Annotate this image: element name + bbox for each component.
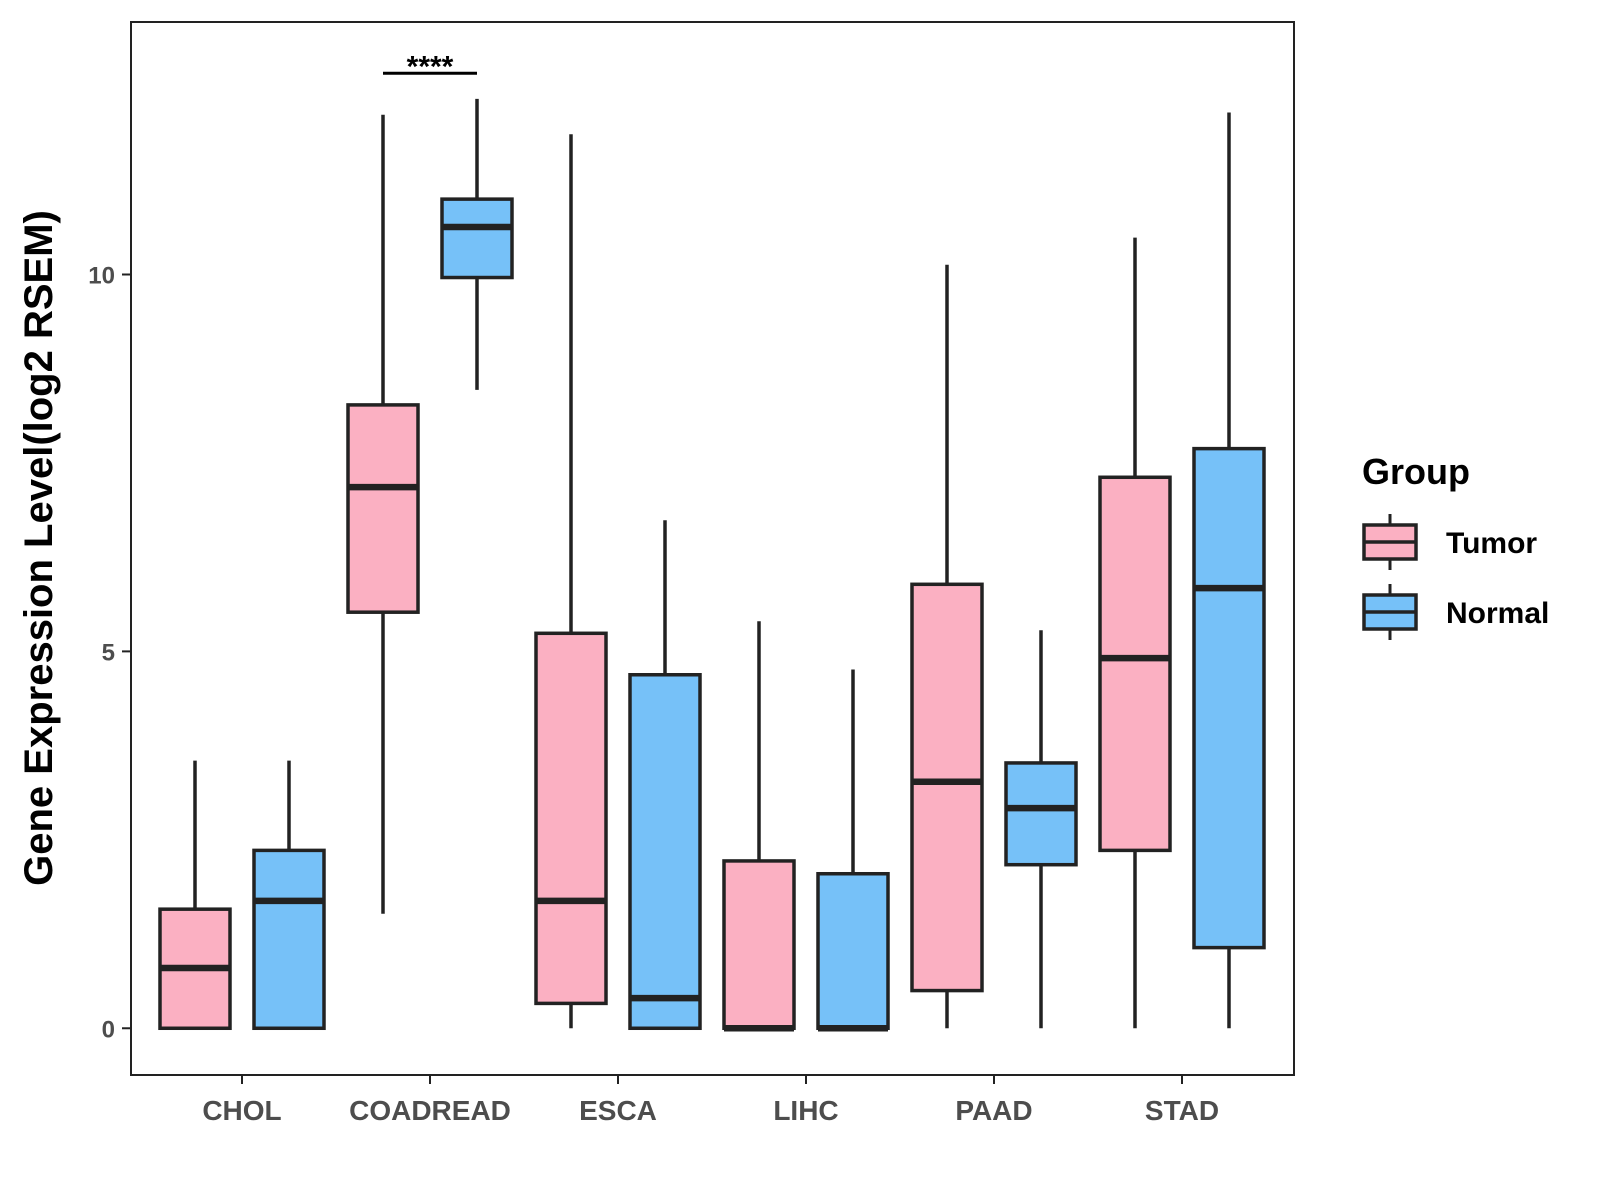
box-chol-tumor	[158, 760, 232, 1031]
y-axis: 0 5 10	[88, 263, 131, 1043]
box-iqr	[910, 582, 984, 993]
box-paad-normal	[1004, 630, 1078, 1029]
box-iqr	[534, 631, 608, 1006]
box-paad-tumor	[910, 264, 984, 1029]
box-iqr	[1004, 761, 1078, 867]
y-tick-label: 5	[102, 639, 115, 666]
box-coadread-tumor	[346, 114, 420, 914]
y-tick-label: 0	[102, 1016, 115, 1043]
x-tick-label: COADREAD	[349, 1095, 511, 1126]
box-esca-tumor	[534, 134, 608, 1029]
box-stad-tumor	[1098, 237, 1172, 1029]
legend: Group Tumor Normal	[1362, 451, 1549, 640]
x-tick-label: PAAD	[955, 1095, 1032, 1126]
legend-label: Normal	[1446, 597, 1549, 630]
x-tick-label: CHOL	[202, 1095, 281, 1126]
annotations-layer: ****	[383, 50, 477, 83]
plot-panel-border	[130, 21, 1295, 1076]
box-iqr	[1098, 475, 1172, 853]
box-iqr	[440, 197, 514, 280]
legend-label: Tumor	[1446, 527, 1537, 560]
x-tick-label: STAD	[1145, 1095, 1219, 1126]
box-iqr	[628, 673, 702, 1031]
box-esca-normal	[628, 520, 702, 1031]
y-tick-label: 10	[88, 263, 115, 290]
legend-item-tumor: Tumor	[1362, 514, 1537, 570]
x-axis: CHOL COADREAD ESCA LIHC PAAD STAD	[202, 1075, 1219, 1126]
x-tick-label: LIHC	[773, 1095, 838, 1126]
significance-label: ****	[407, 50, 454, 83]
box-iqr	[816, 871, 890, 1031]
box-iqr	[722, 859, 796, 1031]
legend-title: Group	[1362, 451, 1470, 492]
box-iqr	[346, 403, 420, 614]
box-iqr	[1192, 446, 1266, 950]
box-lihc-normal	[816, 669, 890, 1032]
box-chol-normal	[252, 760, 326, 1031]
boxes-layer	[158, 98, 1266, 1032]
legend-item-normal: Normal	[1362, 584, 1549, 640]
y-axis-title: Gene Expression Level(log2 RSEM)	[17, 210, 61, 886]
box-iqr	[252, 848, 326, 1031]
box-stad-normal	[1192, 112, 1266, 1029]
box-coadread-normal	[440, 98, 514, 390]
box-lihc-tumor	[722, 621, 796, 1032]
x-tick-label: ESCA	[579, 1095, 657, 1126]
